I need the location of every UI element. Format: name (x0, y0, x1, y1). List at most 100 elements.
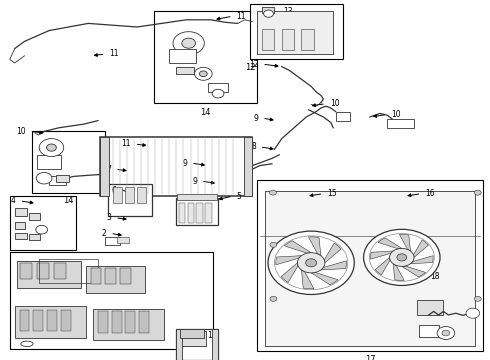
Bar (416, 300, 443, 315)
Circle shape (442, 330, 450, 336)
Bar (282, 29, 294, 50)
Text: 5: 5 (237, 192, 242, 201)
Circle shape (270, 190, 276, 195)
Text: 14: 14 (200, 108, 211, 117)
Bar (301, 29, 314, 50)
Bar (32, 131, 105, 193)
Bar (93, 309, 164, 340)
Bar (212, 329, 218, 360)
Bar (125, 187, 134, 203)
Bar (98, 311, 108, 333)
Circle shape (47, 144, 56, 151)
Bar (54, 263, 66, 279)
Circle shape (437, 327, 455, 339)
Bar (10, 252, 213, 349)
Text: 11: 11 (122, 139, 131, 148)
Bar (117, 237, 129, 243)
Bar (20, 263, 32, 279)
Bar (29, 213, 40, 220)
Polygon shape (375, 257, 390, 275)
Circle shape (173, 32, 204, 55)
Text: 14: 14 (63, 196, 74, 205)
Bar (49, 176, 66, 185)
Bar (29, 234, 40, 240)
Bar (10, 196, 76, 250)
Text: 13: 13 (283, 7, 293, 16)
Text: 12: 12 (249, 59, 258, 68)
Bar (176, 329, 182, 360)
Polygon shape (321, 261, 346, 270)
Bar (257, 180, 483, 351)
Circle shape (195, 67, 212, 80)
Bar (37, 263, 49, 279)
Text: 8: 8 (251, 142, 256, 151)
Circle shape (390, 248, 414, 266)
Circle shape (270, 296, 277, 301)
Bar (15, 208, 27, 216)
Bar (154, 11, 257, 103)
Bar (17, 261, 81, 288)
Bar (61, 310, 71, 331)
Polygon shape (276, 256, 301, 265)
Polygon shape (370, 251, 393, 259)
Circle shape (364, 229, 440, 285)
Circle shape (39, 139, 64, 157)
Bar (33, 310, 43, 331)
Text: 9: 9 (253, 114, 258, 122)
Circle shape (36, 172, 52, 184)
Text: 15: 15 (278, 248, 288, 258)
Polygon shape (378, 238, 402, 249)
Text: 9: 9 (192, 177, 197, 186)
Text: 1: 1 (207, 332, 212, 341)
Polygon shape (402, 266, 426, 277)
Bar (139, 311, 149, 333)
Bar (169, 49, 196, 63)
Polygon shape (311, 273, 338, 285)
Polygon shape (301, 270, 314, 289)
Circle shape (369, 234, 434, 281)
Bar (91, 268, 101, 284)
Bar (100, 137, 252, 196)
Text: 10: 10 (16, 127, 25, 136)
Bar (176, 329, 218, 360)
Bar (39, 259, 98, 283)
Bar (120, 268, 131, 284)
Bar (179, 203, 185, 223)
Bar (15, 233, 27, 239)
Polygon shape (284, 241, 311, 253)
Bar (188, 203, 194, 223)
Bar (15, 222, 25, 229)
Bar (176, 198, 218, 225)
Polygon shape (324, 243, 341, 263)
Bar (179, 331, 206, 346)
Text: 11: 11 (109, 49, 119, 58)
Text: 15: 15 (327, 189, 337, 198)
Circle shape (397, 254, 407, 261)
Bar (137, 187, 146, 203)
Bar (257, 11, 333, 54)
Text: 16: 16 (425, 189, 435, 198)
Circle shape (199, 71, 207, 77)
Bar (47, 310, 57, 331)
Bar (205, 203, 212, 223)
Bar (208, 83, 228, 92)
Polygon shape (281, 263, 298, 283)
Circle shape (466, 308, 480, 318)
Text: 11: 11 (237, 12, 246, 21)
Bar (180, 329, 204, 338)
Bar (15, 306, 86, 338)
Circle shape (474, 296, 481, 301)
Text: 10: 10 (330, 99, 340, 108)
Bar (176, 67, 194, 74)
Text: 17: 17 (365, 355, 375, 360)
Bar (20, 310, 29, 331)
Text: 2: 2 (101, 229, 106, 238)
Bar (262, 29, 274, 50)
Text: 18: 18 (430, 272, 440, 281)
Circle shape (36, 225, 48, 234)
Bar (262, 7, 274, 13)
Bar (387, 119, 414, 128)
Polygon shape (393, 264, 404, 280)
Bar (37, 155, 61, 169)
Circle shape (297, 253, 325, 273)
